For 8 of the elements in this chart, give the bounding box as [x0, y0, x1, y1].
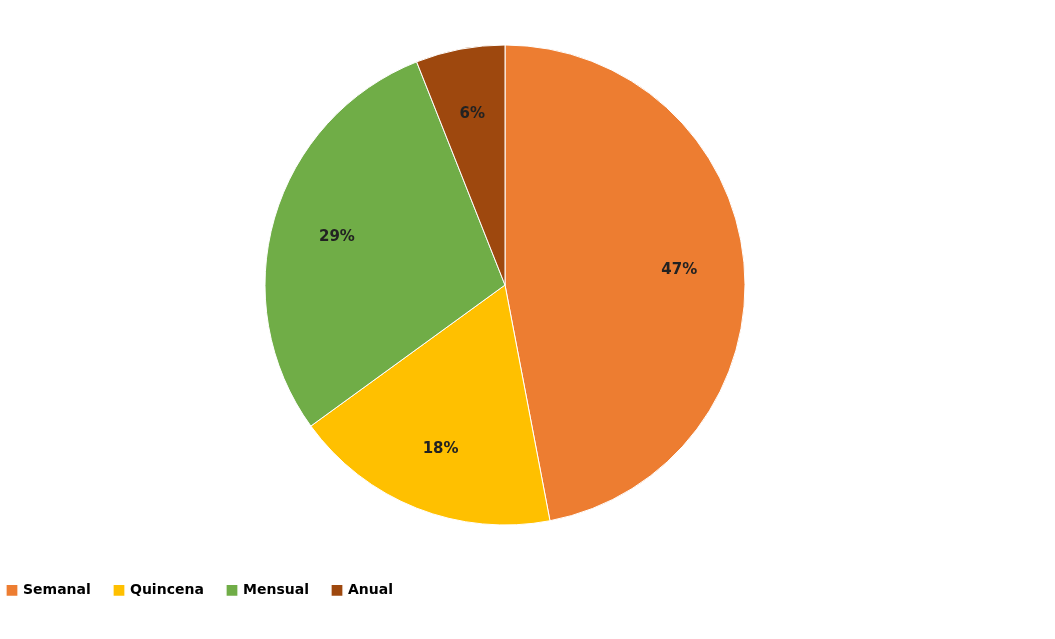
data-label: 6%	[459, 104, 485, 123]
legend-label: Quincena	[130, 581, 204, 598]
data-label: 29%	[319, 227, 355, 246]
legend-label: Mensual	[243, 581, 309, 598]
legend-label: Anual	[348, 581, 394, 598]
data-label: 47%	[661, 259, 698, 278]
legend-label: Semanal	[23, 581, 91, 598]
data-label: 18%	[422, 438, 459, 457]
